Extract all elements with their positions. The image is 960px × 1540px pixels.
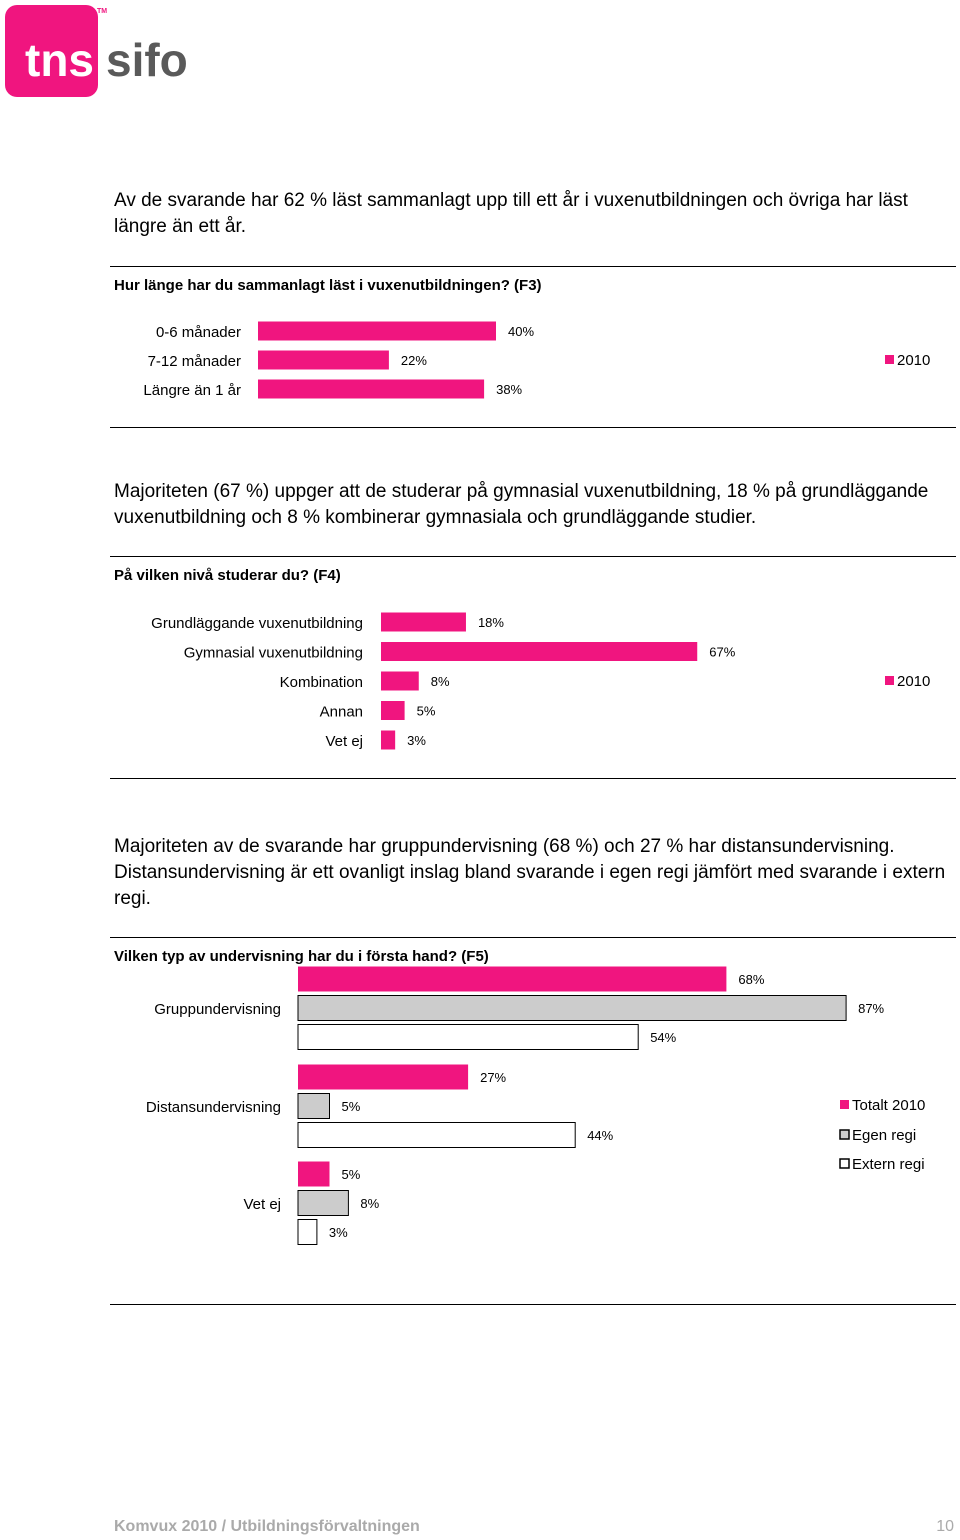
category-label-7-12-manader: 7-12 månader	[148, 353, 241, 370]
data-label-annan: 5%	[417, 704, 436, 719]
section-3-top-rule	[110, 937, 956, 938]
bar-vet-ej	[381, 730, 396, 750]
data-label-gruppundervisning-extern-regi: 54%	[650, 1030, 676, 1045]
data-label-distansundervisning-totalt-2010: 27%	[480, 1070, 506, 1085]
legend-swatch-2010	[885, 355, 894, 364]
data-label-7-12-manader: 22%	[401, 353, 427, 368]
data-label-distansundervisning-extern-regi: 44%	[587, 1128, 613, 1143]
bar-vet-ej-egen-regi	[297, 1190, 349, 1216]
bar-distansundervisning-totalt-2010	[298, 1064, 469, 1090]
section-2-question: På vilken nivå studerar du? (F4)	[114, 567, 341, 584]
logo-tns-text: tns	[25, 34, 94, 86]
logo-square	[5, 5, 98, 97]
category-label-gymnasial-vuxenutbildning: Gymnasial vuxenutbildning	[184, 645, 363, 662]
data-label-grundlaggande-vuxenutbildning: 18%	[478, 615, 504, 630]
section-3-question: Vilken typ av undervisning har du i förs…	[114, 948, 489, 965]
legend-label-egen-regi: Egen regi	[852, 1127, 916, 1144]
data-label-gruppundervisning-egen-regi: 87%	[858, 1001, 884, 1016]
legend-swatch-extern-regi	[839, 1158, 850, 1169]
bar-gruppundervisning-extern-regi	[297, 1024, 639, 1050]
bar-distansundervisning-egen-regi	[297, 1093, 330, 1119]
category-label-langre-an-1-ar: Längre än 1 år	[143, 382, 241, 399]
category-label-kombination: Kombination	[280, 674, 363, 691]
logo-trademark: TM	[97, 8, 107, 15]
bar-kombination	[381, 671, 419, 691]
bar-gruppundervisning-totalt-2010	[298, 966, 727, 992]
section-2-bottom-rule	[110, 778, 956, 779]
bar-vet-ej-extern-regi	[297, 1219, 318, 1245]
category-label-vet-ej: Vet ej	[325, 733, 363, 750]
section-3-summary: Majoriteten av de svarande har gruppunde…	[114, 836, 946, 909]
bar-grundlaggande-vuxenutbildning	[381, 612, 466, 632]
bar-distansundervisning-extern-regi	[297, 1122, 576, 1148]
section-1-top-rule	[110, 266, 956, 267]
bar-vet-ej-totalt-2010	[298, 1161, 330, 1187]
bar-0-6-manader	[258, 321, 496, 341]
data-label-0-6-manader: 40%	[508, 324, 534, 339]
legend-label-2010: 2010	[897, 352, 930, 369]
section-1-summary: Av de svarande har 62 % läst sammanlagt …	[114, 190, 908, 237]
data-label-vet-ej-extern-regi: 3%	[329, 1225, 348, 1240]
category-label-vet-ej: Vet ej	[243, 1196, 281, 1213]
category-label-grundlaggande-vuxenutbildning: Grundläggande vuxenutbildning	[151, 615, 363, 632]
legend-label-extern-regi: Extern regi	[852, 1156, 925, 1173]
chart-teaching-type: Gruppundervisning 68% 87% 54% Distansundervi…	[146, 966, 925, 1245]
category-label-0-6-manader: 0-6 månader	[156, 324, 241, 341]
chart-study-level: Grundläggande vuxenutbildning 18% Gymnasia…	[151, 612, 930, 750]
data-label-kombination: 8%	[431, 674, 450, 689]
legend-label-totalt-2010: Totalt 2010	[852, 1097, 925, 1114]
chart-study-duration: 0-6 månader 40% 7-12 månader 22% Längre än 1…	[143, 321, 930, 399]
data-label-vet-ej-totalt-2010: 5%	[342, 1167, 361, 1182]
category-label-gruppundervisning: Gruppundervisning	[154, 1001, 281, 1018]
legend-swatch-2010	[885, 676, 894, 685]
legend-swatch-totalt-2010	[840, 1100, 849, 1109]
section-1-bottom-rule	[110, 427, 956, 428]
bar-langre-an-1-ar	[258, 379, 485, 399]
legend-label-2010: 2010	[897, 673, 930, 690]
data-label-vet-ej: 3%	[407, 733, 426, 748]
bar-7-12-manader	[258, 350, 389, 370]
bar-annan	[381, 701, 405, 720]
data-label-gymnasial-vuxenutbildning: 67%	[709, 645, 735, 660]
data-label-gruppundervisning-totalt-2010: 68%	[738, 972, 764, 987]
bar-gymnasial-vuxenutbildning	[381, 642, 698, 661]
footer-title: Komvux 2010 / Utbildningsförvaltningen	[114, 1518, 420, 1535]
tns-sifo-logo: tns sifo TM	[5, 5, 188, 97]
data-label-langre-an-1-ar: 38%	[496, 382, 522, 397]
data-label-vet-ej-egen-regi: 8%	[360, 1196, 379, 1211]
section-3-bottom-rule	[110, 1304, 956, 1305]
logo-sifo-text: sifo	[106, 34, 188, 86]
section-1-question: Hur länge har du sammanlagt läst i vuxen…	[114, 277, 542, 294]
data-label-distansundervisning-egen-regi: 5%	[342, 1099, 361, 1114]
legend-swatch-egen-regi	[839, 1129, 850, 1140]
bar-gruppundervisning-egen-regi	[297, 995, 847, 1021]
footer-page-number: 10	[936, 1518, 954, 1535]
category-label-distansundervisning: Distansundervisning	[146, 1099, 281, 1116]
section-2-summary: Majoriteten (67 %) uppger att de studera…	[114, 481, 929, 528]
section-2-top-rule	[110, 556, 956, 557]
category-label-annan: Annan	[320, 704, 363, 721]
